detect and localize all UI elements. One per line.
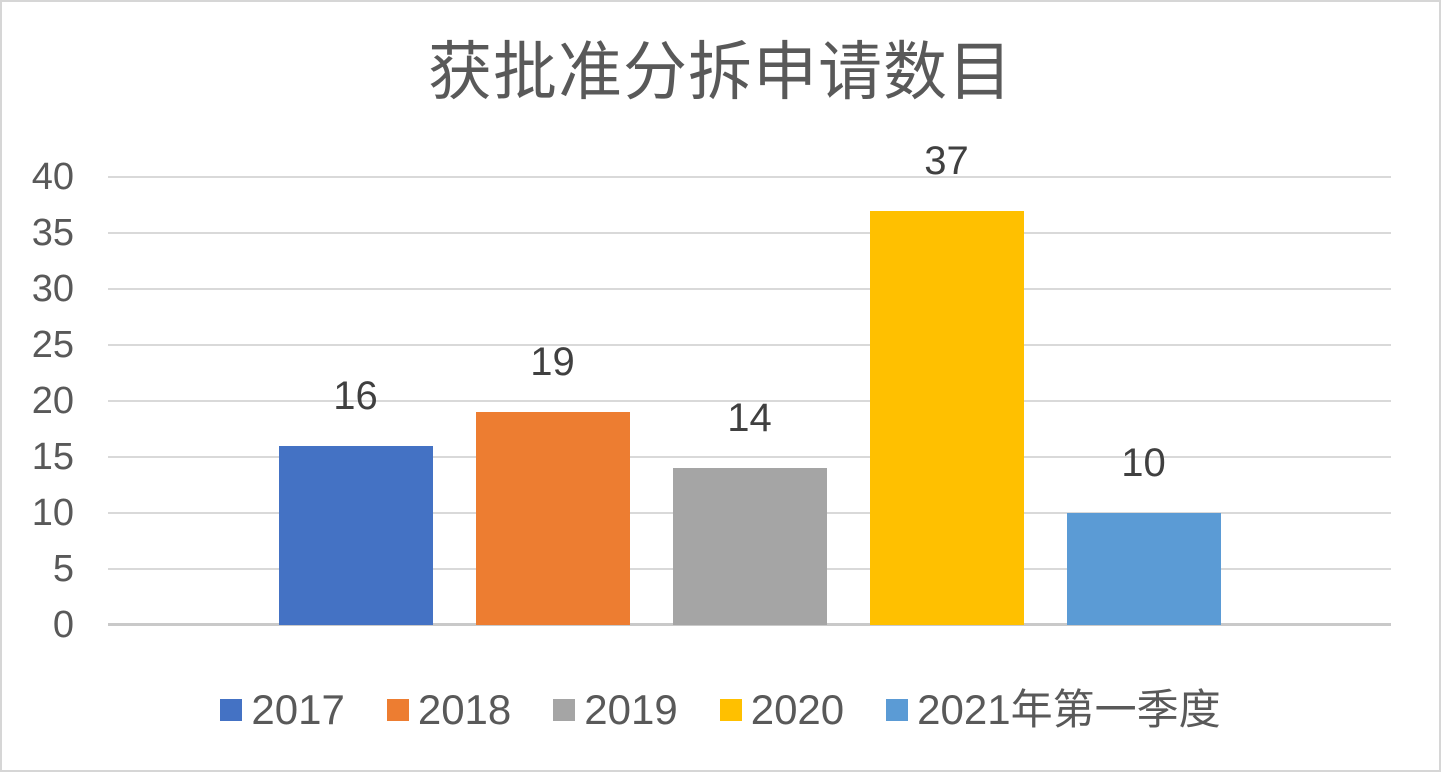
data-label-2017: 16: [333, 373, 378, 418]
bar-2019: [672, 468, 827, 625]
legend-swatch-icon: [553, 699, 576, 721]
legend-label: 2017: [251, 686, 345, 733]
y-tick-label-35: 35: [31, 212, 74, 254]
bar-2021年第一季度: [1066, 513, 1221, 625]
y-tick-label-10: 10: [31, 492, 74, 534]
y-tick-label-15: 15: [31, 436, 74, 478]
legend-label: 2018: [417, 686, 512, 733]
bar-2018: [475, 412, 630, 625]
plot-area: 16 19 14 37 10: [108, 141, 1391, 626]
legend-item-2019: 2019: [553, 686, 678, 733]
y-tick-label-0: 0: [52, 604, 74, 646]
legend-item-2018: 2018: [386, 686, 512, 733]
bar-2020: [869, 210, 1024, 625]
y-tick-label-5: 5: [52, 548, 74, 590]
legend-label: 2019: [584, 686, 678, 733]
legend-swatch-icon: [719, 699, 742, 721]
chart-title: 获批准分拆申请数目: [428, 36, 1013, 110]
y-tick-label-30: 30: [31, 268, 74, 310]
legend-swatch-icon: [886, 699, 909, 721]
legend-label: 2021年第一季度: [917, 686, 1221, 733]
gridline-15: [108, 456, 1391, 458]
legend-label: 2020: [750, 686, 845, 733]
gridline-40: [108, 176, 1391, 178]
gridline-35: [108, 232, 1391, 234]
data-label-2018: 19: [530, 340, 575, 385]
legend-item-2021年第一季度: 2021年第一季度: [886, 686, 1221, 733]
legend: 2017 2018 2019 2020 2021年第一季度: [2, 686, 1439, 734]
data-label-2021年第一季度: 10: [1121, 441, 1166, 485]
gridline-20: [108, 400, 1391, 402]
bar-2017: [278, 445, 433, 625]
y-tick-label-40: 40: [31, 156, 74, 198]
y-tick-label-20: 20: [31, 380, 74, 422]
gridline-25: [108, 344, 1391, 346]
data-label-2019: 14: [727, 396, 772, 441]
gridline-30: [108, 288, 1391, 290]
legend-item-2017: 2017: [220, 686, 345, 733]
legend-swatch-icon: [220, 699, 243, 721]
legend-swatch-icon: [386, 699, 409, 721]
legend-item-2020: 2020: [719, 686, 845, 733]
y-tick-label-25: 25: [31, 324, 74, 366]
data-label-2020: 37: [924, 138, 969, 183]
